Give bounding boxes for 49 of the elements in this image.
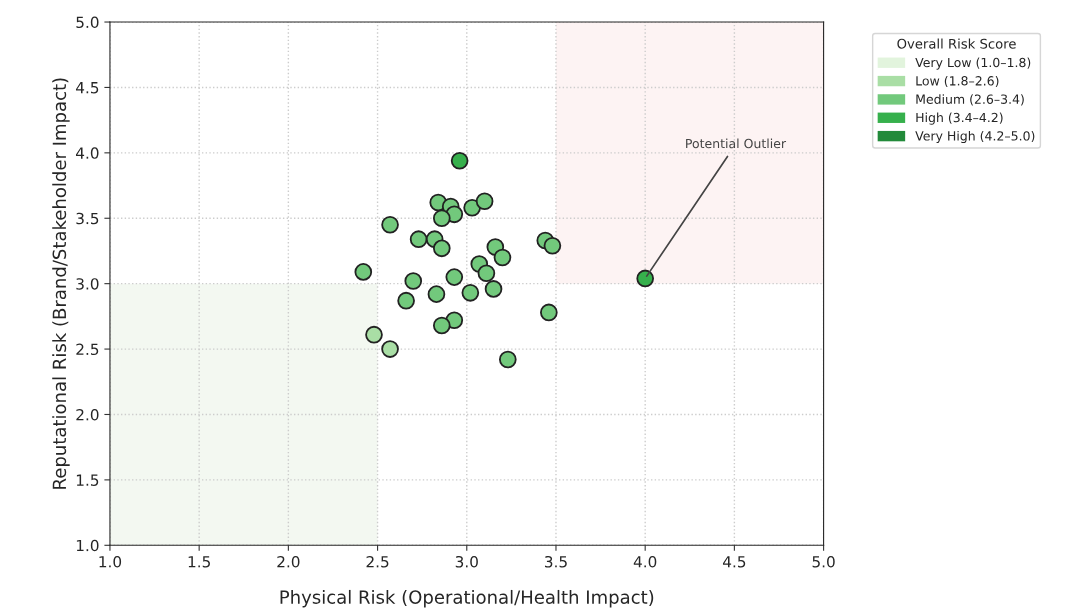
- x-tick-label: 3.5: [545, 555, 567, 568]
- point: [409, 230, 428, 249]
- x-tick-label: 3.0: [455, 555, 478, 568]
- point: [540, 303, 558, 322]
- point: [432, 316, 451, 335]
- y-tick-label: 4.0: [75, 147, 99, 159]
- point: [432, 239, 451, 258]
- y-tick-label: 1.5: [76, 474, 99, 486]
- point: [498, 350, 517, 369]
- point: [432, 209, 451, 228]
- point: [381, 215, 399, 234]
- legend-title: Overall Risk Score: [897, 38, 1016, 49]
- x-axis-title: Physical Risk (Operational/Health Impact): [280, 589, 654, 608]
- y-tick-label: 5.0: [76, 16, 99, 29]
- y-axis-title: Reputational Risk (Brand/Stakeholder Impact): [52, 78, 70, 489]
- x-tick-label: 4.0: [633, 555, 657, 568]
- y-tick-label: 4.5: [75, 82, 99, 94]
- x-tick-label: 4.5: [722, 556, 746, 568]
- y-tick-label: 1.0: [76, 539, 99, 552]
- legend-label: Very Low (1.0–1.8): [915, 57, 1031, 70]
- y-tick-label: 2.0: [76, 408, 99, 421]
- point: [354, 263, 373, 281]
- point: [397, 291, 415, 310]
- x-tick-label: 2.0: [277, 555, 300, 568]
- point: [404, 272, 423, 290]
- x-tick-label: 1.5: [188, 556, 210, 568]
- point: [445, 268, 464, 286]
- point: [450, 151, 469, 170]
- legend-label: Low (1.8–2.6): [916, 75, 999, 88]
- point: [484, 280, 503, 298]
- point: [636, 269, 655, 288]
- point: [493, 248, 512, 267]
- x-tick-label: 5.0: [812, 555, 835, 568]
- y-tick-label: 2.5: [76, 343, 99, 356]
- point: [477, 264, 496, 283]
- legend-label: Medium (2.6–3.4): [916, 94, 1024, 106]
- point: [475, 192, 494, 211]
- y-tick-label: 3.0: [76, 278, 99, 290]
- point: [427, 285, 446, 303]
- point: [461, 283, 480, 302]
- point: [381, 340, 399, 358]
- x-tick-label: 1.0: [99, 555, 122, 568]
- point: [543, 236, 562, 255]
- y-tick-label: 3.5: [76, 212, 99, 225]
- point: [365, 325, 383, 344]
- legend-label: Very High (4.2–5.0): [915, 130, 1035, 144]
- x-tick-label: 2.5: [366, 555, 389, 568]
- legend-label: High (3.4–4.2): [916, 112, 1003, 125]
- annotation: Potential Outlier: [686, 138, 787, 149]
